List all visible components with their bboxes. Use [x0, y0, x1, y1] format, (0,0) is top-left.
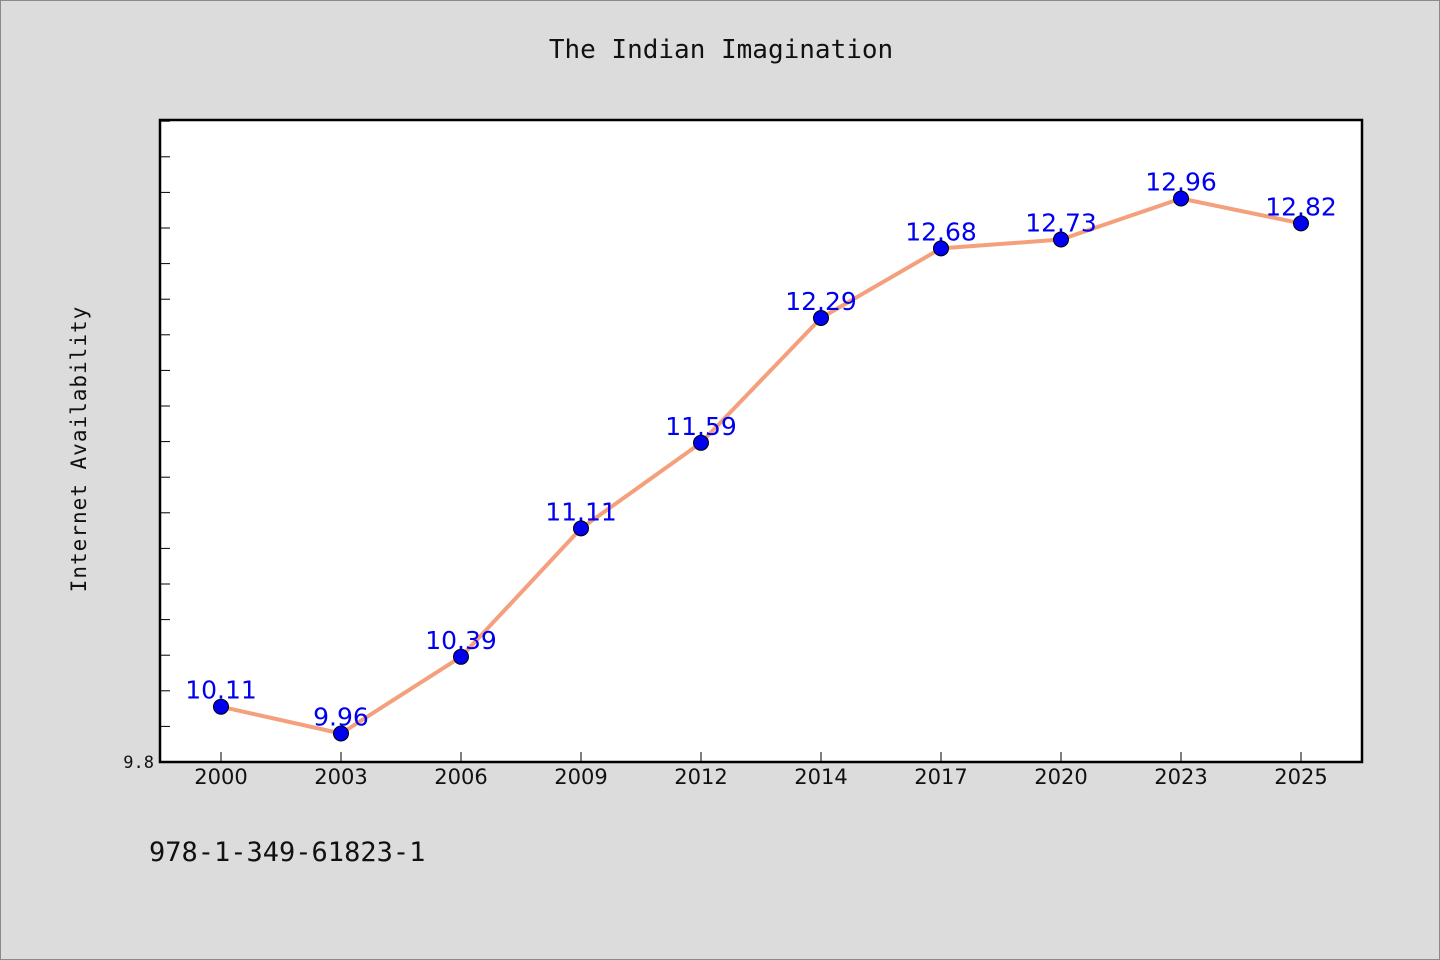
- x-tick-label-2020: 2020: [1034, 765, 1087, 789]
- data-point-2003: [333, 725, 349, 742]
- data-label-2023: 12.96: [1145, 168, 1217, 197]
- series-line-group: [219, 196, 1303, 736]
- data-point-2023: [1173, 190, 1189, 207]
- data-point-2017: [933, 240, 949, 257]
- y-tick-label-0: 9.8: [123, 753, 154, 773]
- y-tick-labels: 9.8: [123, 753, 154, 773]
- plot-area: [158, 118, 1364, 764]
- data-label-2025: 12.82: [1265, 192, 1337, 221]
- data-label-2006: 10.39: [425, 626, 497, 655]
- data-point-2020: [1053, 231, 1069, 248]
- x-tick-label-2023: 2023: [1154, 765, 1207, 789]
- data-label-2014: 12.29: [785, 287, 857, 316]
- x-tick-label-2012: 2012: [674, 765, 727, 789]
- data-point-2014: [813, 310, 829, 326]
- x-tick-labels: 2000 2003 2006 2009 2012 2014 2017 2020 2023 2025: [194, 765, 1327, 789]
- x-tick-label-2009: 2009: [554, 765, 607, 789]
- x-tick-label-2006: 2006: [434, 765, 487, 789]
- data-labels: 10.11 9.96 10.39 11.11 11.59 12.29 12.68 12.73 1…: [185, 168, 1337, 732]
- data-label-2017: 12.68: [905, 217, 977, 246]
- data-point-2012: [693, 434, 709, 451]
- series-line: [219, 196, 1303, 736]
- x-tick-label-2025: 2025: [1274, 765, 1327, 789]
- data-label-2000: 10.11: [185, 676, 257, 705]
- data-label-2020: 12.73: [1025, 209, 1097, 238]
- y-minor-ticks: [160, 120, 170, 763]
- x-tick-label-2014: 2014: [794, 765, 847, 789]
- data-point-2009: [573, 520, 589, 537]
- data-label-2003: 9.96: [313, 703, 369, 732]
- isbn-text: 978-1-349-61823-1: [149, 837, 426, 868]
- x-tick-label-2017: 2017: [914, 765, 967, 789]
- data-label-2012: 11.59: [665, 412, 737, 441]
- x-ticks: [220, 752, 1302, 762]
- series-markers: [213, 190, 1309, 742]
- data-point-2025: [1293, 215, 1309, 232]
- x-tick-label-2000: 2000: [194, 765, 247, 789]
- data-point-2000: [213, 698, 229, 715]
- x-tick-label-2003: 2003: [314, 765, 367, 789]
- data-label-2009: 11.11: [545, 497, 617, 526]
- data-point-2006: [453, 648, 469, 665]
- chart-title: The Indian Imagination: [548, 35, 894, 65]
